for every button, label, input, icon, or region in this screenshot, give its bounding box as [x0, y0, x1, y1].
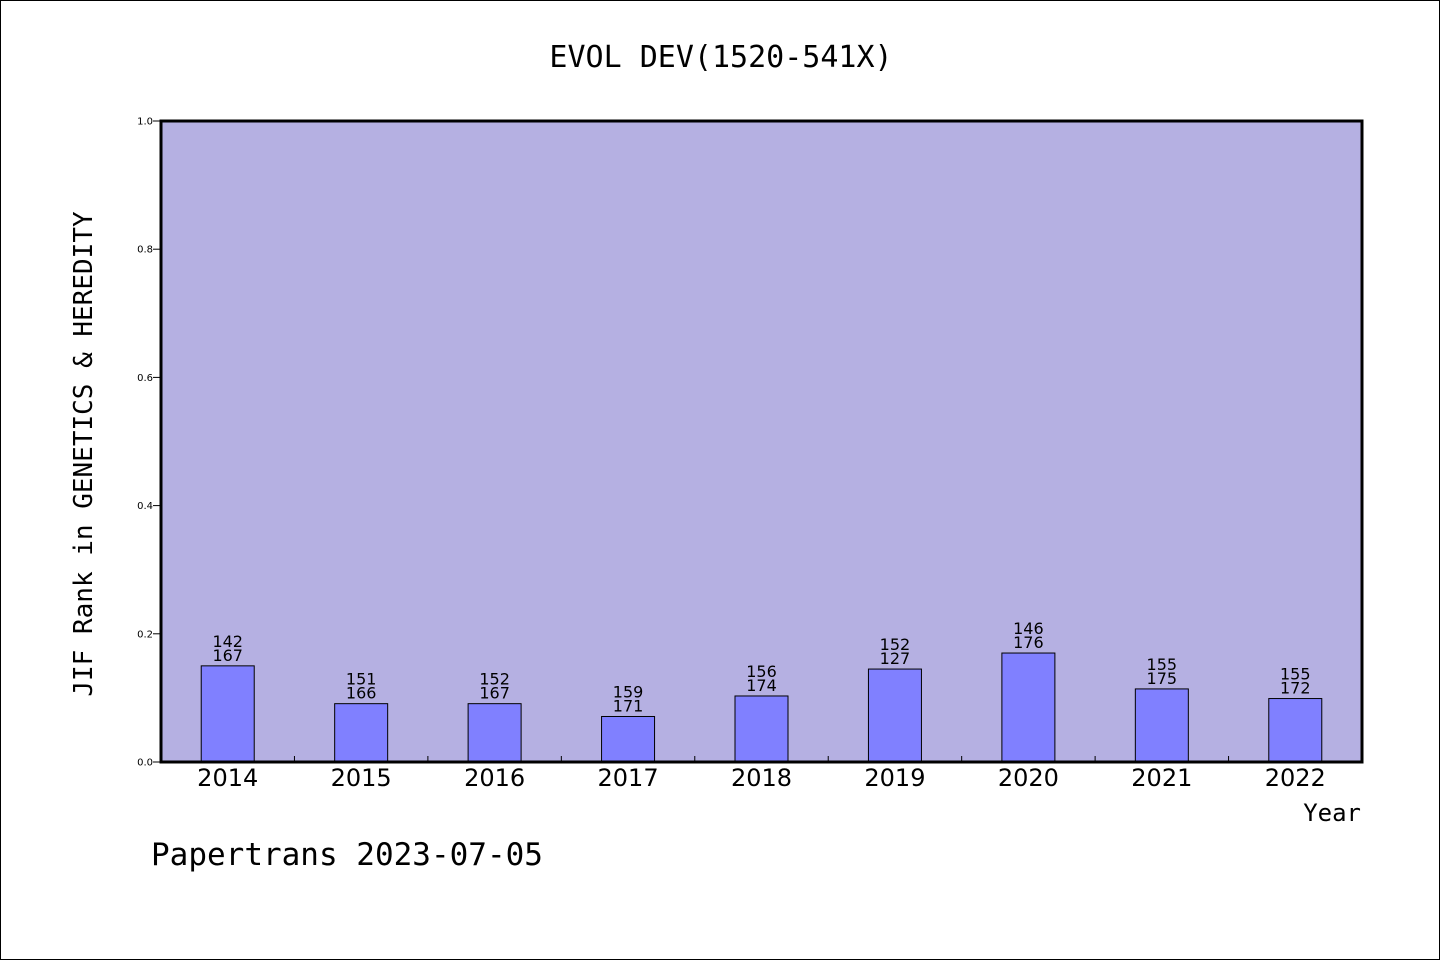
bar-label-rank: 151	[346, 670, 377, 689]
bars	[200, 652, 1323, 763]
bar-2018	[734, 695, 789, 763]
bar-label-rank: 146	[1013, 619, 1044, 638]
bar-label-total: 167	[479, 684, 510, 703]
bar-label-rank: 142	[212, 632, 243, 651]
bar-label-rank: 156	[746, 662, 777, 681]
bar-2021	[1134, 688, 1189, 763]
bar-label-total: 127	[880, 649, 911, 668]
chart-title: EVOL DEV(1520-541X)	[549, 40, 892, 75]
bar-label-total: 176	[1013, 633, 1044, 652]
bar-label-total: 166	[346, 684, 377, 703]
bar-label-total: 174	[746, 676, 777, 695]
bar-label-rank: 155	[1147, 655, 1178, 674]
bar-2015	[334, 703, 389, 763]
bar-2019	[867, 668, 922, 763]
x-tick-label: 2020	[998, 764, 1059, 792]
bar-2014	[200, 665, 255, 763]
x-axis-label: Year	[1303, 799, 1361, 827]
bar-label-total: 175	[1147, 669, 1178, 688]
bar-2017	[601, 715, 656, 763]
bar-label-rank: 152	[880, 635, 911, 654]
x-tick-label: 2022	[1265, 764, 1326, 792]
x-tick-label: 2018	[731, 764, 792, 792]
bar-label-rank: 155	[1280, 665, 1311, 684]
y-axis-ticks: 0.0 0.2 0.4 0.6 0.8 1.0	[137, 117, 161, 769]
x-tick-label: 2016	[464, 764, 525, 792]
y-tick-label: 0.0	[137, 758, 153, 769]
x-tick-label: 2017	[598, 764, 659, 792]
y-tick-label: 1.0	[137, 117, 153, 128]
x-tick-label: 2021	[1131, 764, 1192, 792]
y-axis-label: JIF Rank in GENETICS & HEREDITY	[69, 211, 99, 697]
bar-2022	[1268, 698, 1323, 763]
bar-label-total: 172	[1280, 679, 1311, 698]
y-tick-label: 0.6	[137, 373, 153, 384]
x-tick-label: 2019	[864, 764, 925, 792]
plot-border	[159, 119, 1364, 764]
bar-label-total: 167	[212, 646, 243, 665]
bar-2020	[1001, 652, 1056, 763]
plot-area	[161, 121, 1362, 762]
x-axis-ticks: 2014 2015 2016 2017 2018 2019 2020 2021 2022	[197, 756, 1326, 792]
y-tick-label: 0.2	[137, 629, 153, 640]
footer-credit: Papertrans 2023-07-05	[151, 837, 543, 873]
y-tick-label: 0.8	[137, 245, 153, 256]
x-tick-label: 2014	[197, 764, 258, 792]
bar-label-total: 171	[613, 696, 644, 715]
bar-label-rank: 159	[613, 682, 644, 701]
bar-label-rank: 152	[479, 670, 510, 689]
x-tick-label: 2015	[331, 764, 392, 792]
bar-2016	[467, 703, 522, 763]
y-tick-label: 0.4	[137, 501, 153, 512]
